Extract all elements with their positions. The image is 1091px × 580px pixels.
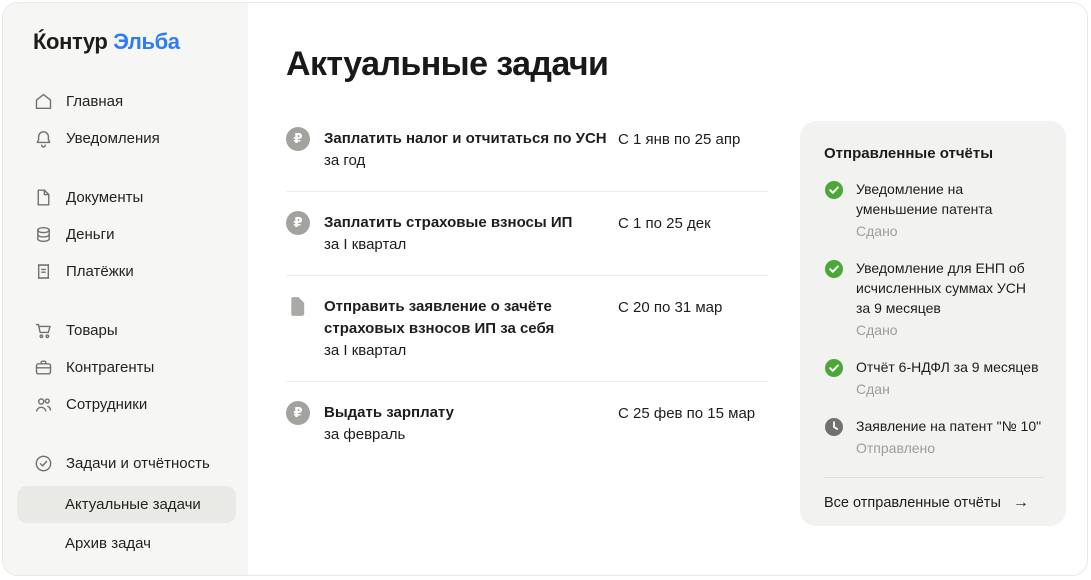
sidebar: Ќонтур Эльба Главная Уведомления Докумен… <box>3 3 248 575</box>
task-row[interactable]: Отправить заявление о зачёте страховых в… <box>286 275 768 381</box>
report-text: Заявление на патент "№ 10" Отправлено <box>856 416 1041 458</box>
sidebar-item-label: Документы <box>66 189 144 206</box>
sidebar-item-label: Сотрудники <box>66 396 148 413</box>
sidebar-item-employees[interactable]: Сотрудники <box>3 386 248 423</box>
sidebar-item-home[interactable]: Главная <box>3 83 248 120</box>
task-period: за I квартал <box>324 236 407 253</box>
cart-icon <box>35 323 51 339</box>
all-sent-reports-link[interactable]: Все отправленные отчёты → <box>824 494 1044 512</box>
clock-icon <box>825 418 843 436</box>
task-period: за I квартал <box>324 342 407 359</box>
task-period: за февраль <box>324 426 406 443</box>
check-circle-green-icon <box>825 359 843 377</box>
sidebar-item-tasks-reporting[interactable]: Задачи и отчётность <box>3 445 248 482</box>
sidebar-item-notifications[interactable]: Уведомления <box>3 120 248 157</box>
sidebar-item-contractors[interactable]: Контрагенты <box>3 349 248 386</box>
logo-product: Эльба <box>113 29 180 54</box>
task-row[interactable]: ₽ Заплатить страховые взносы ИП за I ква… <box>286 191 768 275</box>
task-period: за год <box>324 152 366 169</box>
task-row[interactable]: ₽ Заплатить налог и отчитаться по УСН за… <box>286 108 768 191</box>
sidebar-item-label: Контрагенты <box>66 359 155 376</box>
report-item[interactable]: Заявление на патент "№ 10" Отправлено <box>824 416 1044 458</box>
task-text: Заплатить налог и отчитаться по УСН за г… <box>324 127 618 172</box>
report-status: Сдано <box>856 322 898 338</box>
sidebar-group-1: Главная Уведомления <box>3 83 248 157</box>
arrow-right-icon: → <box>1012 494 1029 511</box>
task-title: Заплатить налог и отчитаться по УСН <box>324 130 607 147</box>
sent-reports-card: Отправленные отчёты Уведомление на умень… <box>800 121 1066 526</box>
sidebar-subnav: Актуальные задачи Архив задач <box>3 486 248 562</box>
coins-icon <box>37 226 50 243</box>
report-title: Отчёт 6-НДФЛ за 9 месяцев <box>856 359 1039 375</box>
task-dates: С 25 фев по 15 мар <box>618 405 756 422</box>
report-status: Сдано <box>856 223 898 239</box>
sidebar-item-label: Товары <box>66 322 118 339</box>
sidebar-item-documents[interactable]: Документы <box>3 179 248 216</box>
task-text: Заплатить страховые взносы ИП за I кварт… <box>324 211 618 256</box>
task-dates: С 20 по 31 мар <box>618 299 723 316</box>
ruble-icon: ₽ <box>286 127 310 151</box>
task-list: ₽ Заплатить налог и отчитаться по УСН за… <box>286 108 768 465</box>
ruble-icon: ₽ <box>286 401 310 425</box>
all-sent-reports-label: Все отправленные отчёты <box>824 495 1001 511</box>
check-circle-green-icon <box>825 181 843 199</box>
document-icon <box>37 189 50 206</box>
report-status: Отправлено <box>856 440 936 456</box>
sidebar-item-label: Уведомления <box>66 130 160 147</box>
task-title: Выдать зарплату <box>324 404 454 421</box>
sidebar-group-2: Документы Деньги Платёжки <box>3 179 248 290</box>
sent-reports-title: Отправленные отчёты <box>824 145 994 162</box>
sidebar-subitem-task-archive[interactable]: Архив задач <box>65 535 151 552</box>
task-dates: С 1 по 25 дек <box>618 215 711 232</box>
task-text: Отправить заявление о зачёте страховых в… <box>324 295 618 362</box>
task-row[interactable]: ₽ Выдать зарплату за февраль С 25 фев по… <box>286 381 768 465</box>
report-title: Заявление на патент "№ 10" <box>856 418 1042 434</box>
receipt-icon <box>37 263 50 280</box>
app-logo[interactable]: Ќонтур Эльба <box>3 29 248 55</box>
check-circle-green-icon <box>825 260 843 278</box>
sidebar-item-label: Платёжки <box>66 263 134 280</box>
report-item[interactable]: Уведомление на уменьшение патента Сдано <box>824 179 1044 241</box>
task-title: Заплатить страховые взносы ИП <box>324 214 573 231</box>
sidebar-item-label: Деньги <box>66 226 115 243</box>
sidebar-item-payments[interactable]: Платёжки <box>3 253 248 290</box>
report-text: Отчёт 6-НДФЛ за 9 месяцев Сдан <box>856 357 1039 399</box>
task-dates: С 1 янв по 25 апр <box>618 131 741 148</box>
report-text: Уведомление для ЕНП об исчисленных сумма… <box>856 258 1044 340</box>
people-icon <box>35 398 52 412</box>
report-item[interactable]: Отчёт 6-НДФЛ за 9 месяцев Сдан <box>824 357 1044 399</box>
main-content: Актуальные задачи ₽ Заплатить налог и от… <box>286 3 768 465</box>
report-title: Уведомление на уменьшение патента <box>856 181 993 217</box>
divider <box>824 477 1044 478</box>
task-title: Отправить заявление о зачёте страховых в… <box>324 298 555 337</box>
briefcase-icon <box>35 360 52 375</box>
bell-icon <box>36 131 51 148</box>
home-icon <box>35 93 52 110</box>
sidebar-item-label: Главная <box>66 93 124 110</box>
report-item[interactable]: Уведомление для ЕНП об исчисленных сумма… <box>824 258 1044 340</box>
report-title: Уведомление для ЕНП об исчисленных сумма… <box>856 260 1027 316</box>
sidebar-item-goods[interactable]: Товары <box>3 312 248 349</box>
ruble-icon: ₽ <box>286 211 310 235</box>
sidebar-subitem-current-tasks[interactable]: Актуальные задачи <box>17 486 236 523</box>
sidebar-item-money[interactable]: Деньги <box>3 216 248 253</box>
report-text: Уведомление на уменьшение патента Сдано <box>856 179 1044 241</box>
task-text: Выдать зарплату за февраль <box>324 401 618 446</box>
sidebar-group-3: Товары Контрагенты Сотрудники <box>3 312 248 423</box>
report-status: Сдан <box>856 381 890 397</box>
sidebar-item-label: Задачи и отчётность <box>66 455 210 472</box>
logo-brand: Ќонтур <box>33 29 108 54</box>
file-icon <box>286 295 310 319</box>
sidebar-group-4: Задачи и отчётность Актуальные задачи Ар… <box>3 445 248 562</box>
check-circle-icon <box>35 455 52 472</box>
page-title: Актуальные задачи <box>286 45 609 83</box>
